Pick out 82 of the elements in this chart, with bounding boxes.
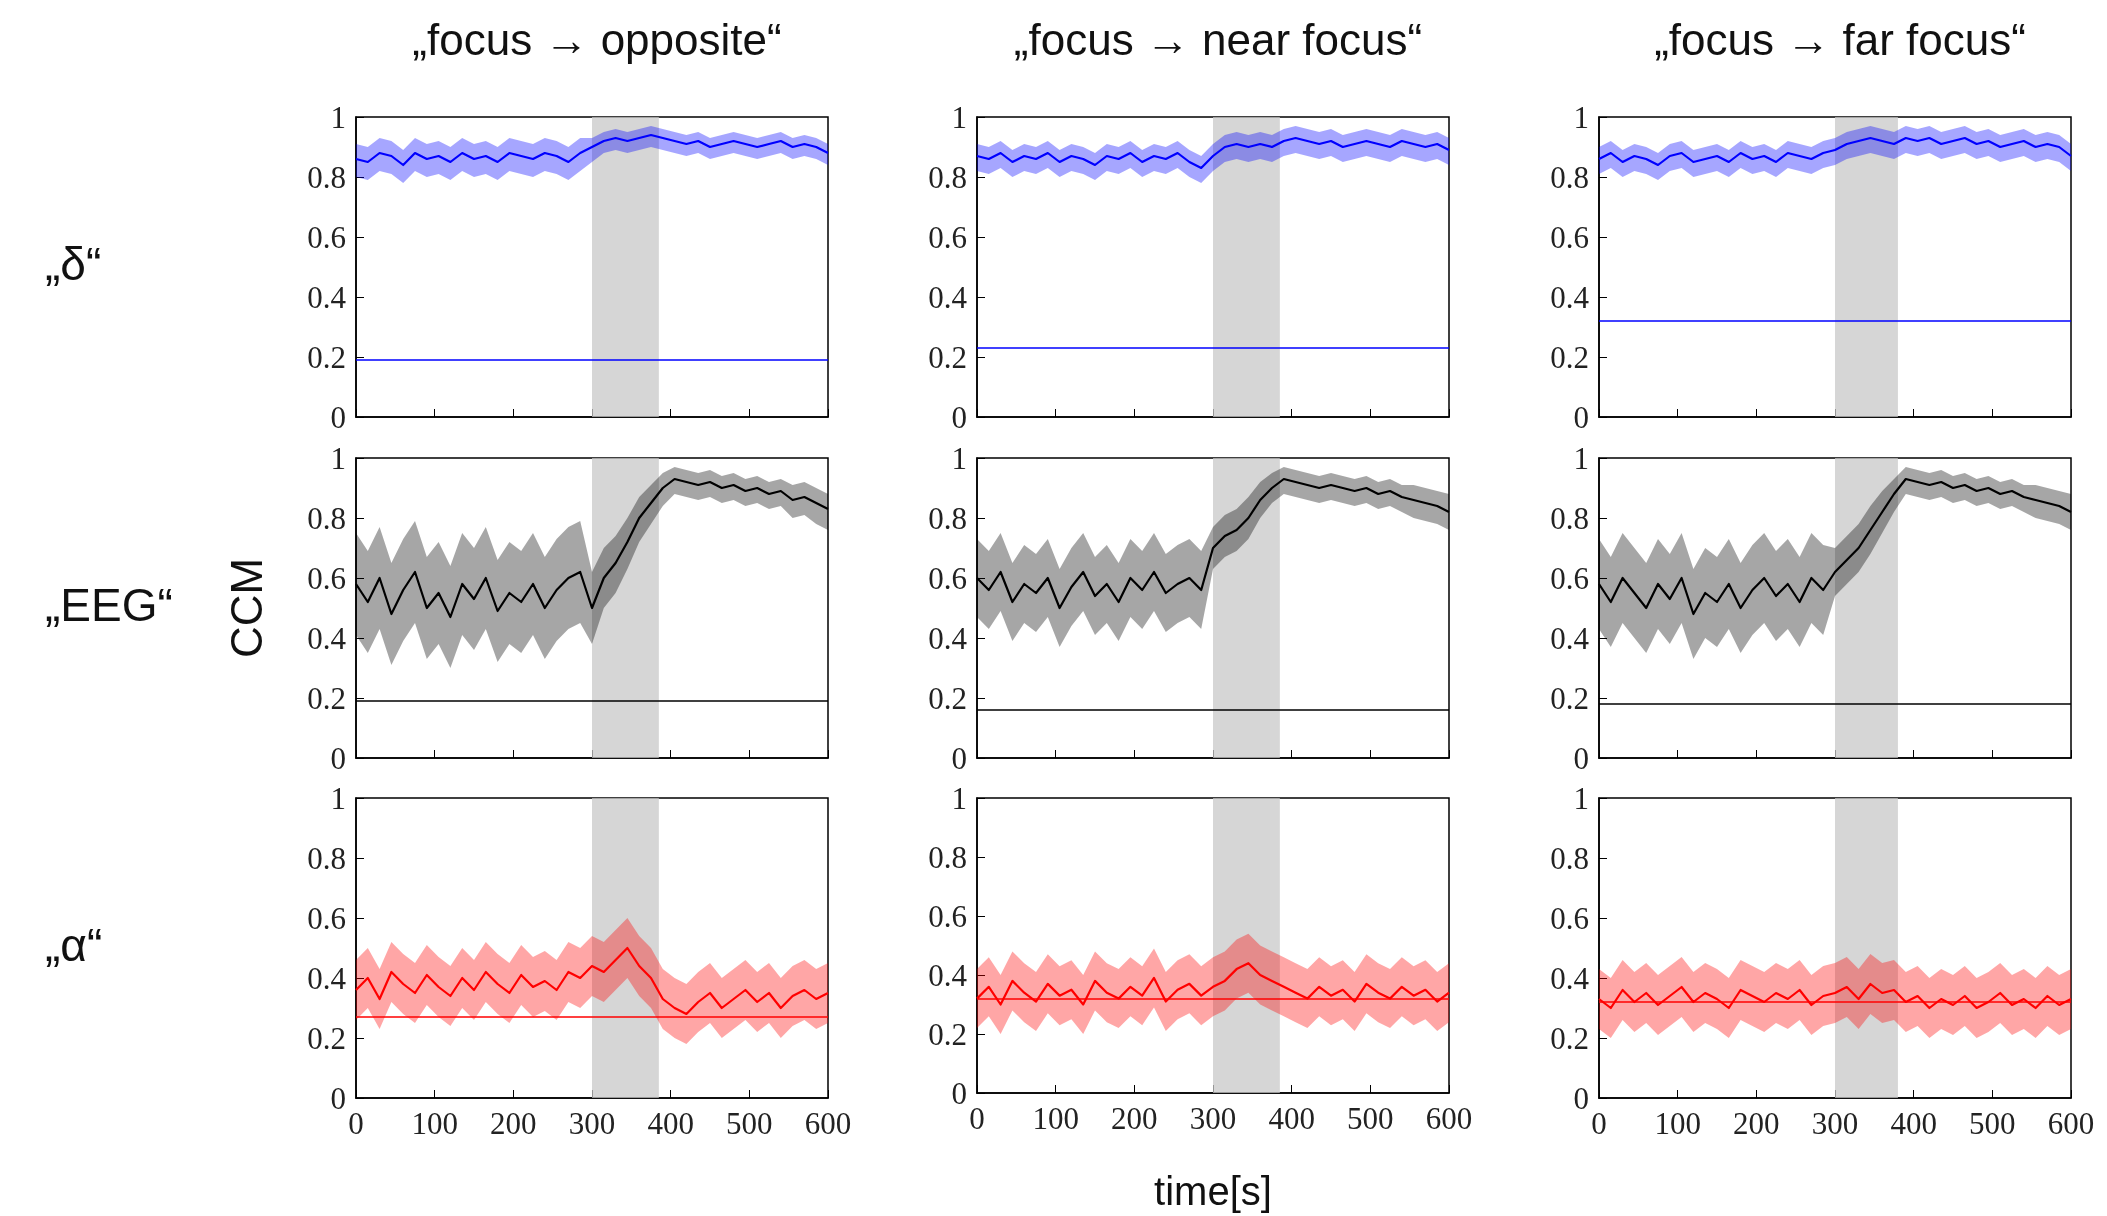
y-tick-label: 0.6 — [928, 560, 967, 596]
x-tick-label: 100 — [411, 1106, 458, 1141]
y-tick-label: 1 — [951, 780, 967, 816]
y-tick-label: 1 — [1573, 99, 1589, 135]
y-tick-label: 0.4 — [1550, 620, 1590, 656]
y-tick-label: 0.2 — [1550, 1020, 1589, 1056]
y-tick-label: 0.4 — [928, 957, 968, 993]
x-axis-title: time[s] — [1154, 1169, 1272, 1213]
x-tick-label: 200 — [490, 1106, 537, 1141]
y-tick-label: 0.6 — [307, 900, 346, 936]
y-tick-label: 0 — [330, 399, 346, 435]
x-tick-label: 600 — [1425, 1101, 1473, 1136]
y-tick-label: 0.6 — [307, 219, 346, 255]
y-tick-label: 0 — [1573, 399, 1589, 435]
x-tick-label: 100 — [1032, 1101, 1079, 1136]
y-tick-label: 0 — [951, 399, 967, 435]
y-tick-label: 0.4 — [1550, 279, 1590, 315]
x-tick-label: 400 — [1268, 1101, 1315, 1136]
y-tick-label: 0.6 — [1550, 219, 1589, 255]
y-tick-label: 0.8 — [307, 840, 346, 876]
y-tick-label: 0.6 — [1550, 560, 1589, 596]
y-tick-label: 0.6 — [1550, 900, 1589, 936]
y-tick-label: 0.2 — [928, 339, 967, 375]
y-tick-label: 0.8 — [1550, 840, 1589, 876]
y-tick-label: 0.4 — [307, 960, 347, 996]
y-tick-label: 0.6 — [928, 219, 967, 255]
y-tick-label: 0 — [951, 1075, 967, 1111]
y-tick-label: 0.2 — [307, 1020, 346, 1056]
x-tick-label: 300 — [1811, 1106, 1859, 1141]
y-tick-label: 0.8 — [307, 500, 346, 536]
y-tick-label: 1 — [1573, 780, 1589, 816]
x-tick-label: 600 — [2047, 1106, 2095, 1141]
y-tick-label: 0.4 — [307, 620, 347, 656]
y-tick-label: 0 — [330, 740, 346, 776]
y-tick-label: 0.8 — [307, 159, 346, 195]
y-tick-label: 1 — [951, 440, 967, 476]
y-tick-label: 0.2 — [928, 680, 967, 716]
y-tick-label: 0.2 — [307, 680, 346, 716]
y-tick-label: 0.4 — [307, 279, 347, 315]
chart-title: „focus → near focus“ — [1013, 14, 1423, 64]
x-tick-label: 400 — [1890, 1106, 1937, 1141]
x-tick-label: 400 — [647, 1106, 694, 1141]
y-tick-label: 0.4 — [1550, 960, 1590, 996]
y-tick-label: 0 — [951, 740, 967, 776]
y-tick-label: 1 — [1573, 440, 1589, 476]
y-tick-label: 0.8 — [1550, 500, 1589, 536]
y-tick-label: 1 — [330, 440, 346, 476]
y-tick-label: 0.2 — [1550, 680, 1589, 716]
y-tick-label: 0.2 — [307, 339, 346, 375]
y-tick-label: 0.6 — [928, 898, 967, 934]
x-tick-label: 300 — [568, 1106, 616, 1141]
x-tick-label: 500 — [1969, 1106, 2016, 1141]
line-series — [354, 946, 830, 1016]
y-tick-label: 0.2 — [928, 1016, 967, 1052]
chart-title: „focus → far focus“ — [1654, 14, 2026, 64]
x-tick-label: 500 — [1347, 1101, 1394, 1136]
y-tick-label: 1 — [330, 99, 346, 135]
y-tick-label: 0.4 — [928, 620, 968, 656]
y-tick-label: 0.8 — [928, 500, 967, 536]
y-tick-label: 0 — [1573, 740, 1589, 776]
chart-title: „focus → opposite“ — [412, 14, 782, 64]
line-series — [1597, 136, 2073, 167]
text: „α“ — [45, 919, 103, 971]
x-tick-label: 500 — [726, 1106, 773, 1141]
y-tick-label: 0.8 — [1550, 159, 1589, 195]
x-tick-label: 200 — [1733, 1106, 1780, 1141]
y-tick-label: 0.8 — [928, 159, 967, 195]
y-tick-label: 0.6 — [307, 560, 346, 596]
y-tick-label: 1 — [330, 780, 346, 816]
x-tick-label: 200 — [1111, 1101, 1158, 1136]
line-series — [354, 133, 830, 167]
line-series — [975, 136, 1451, 170]
x-tick-label: 600 — [804, 1106, 852, 1141]
text: „EEG“ — [45, 579, 173, 631]
y-tick-label: 0.2 — [1550, 339, 1589, 375]
y-tick-label: 1 — [951, 99, 967, 135]
y-axis-title: CCM — [221, 557, 271, 659]
x-tick-label: 300 — [1189, 1101, 1237, 1136]
y-tick-label: 0.4 — [928, 279, 968, 315]
y-tick-label: 0.8 — [928, 839, 967, 875]
x-tick-label: 100 — [1654, 1106, 1701, 1141]
text: „δ“ — [45, 238, 102, 290]
